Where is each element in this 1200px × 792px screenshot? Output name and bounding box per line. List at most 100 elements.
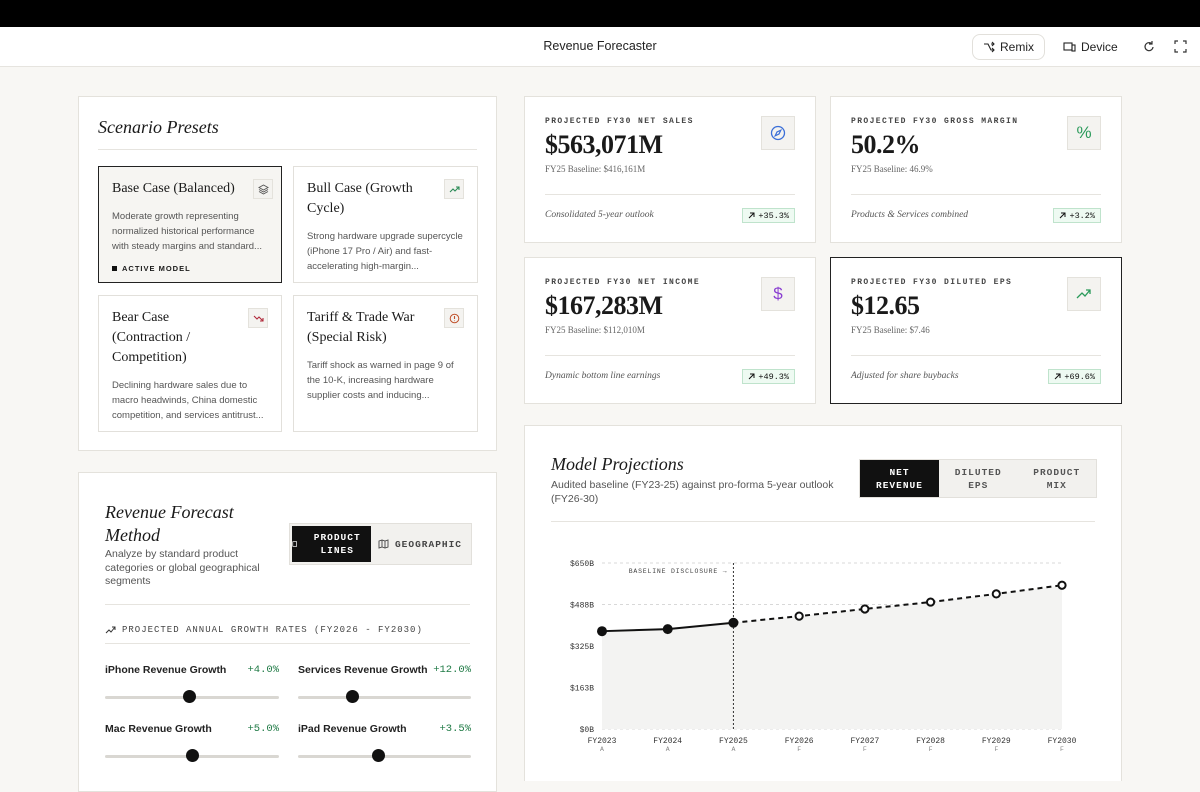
icon-shape bbox=[449, 185, 460, 192]
kpi-card: PROJECTED FY30 NET INCOME $167,283M FY25… bbox=[524, 257, 816, 404]
icon-shape bbox=[378, 539, 389, 549]
divider bbox=[105, 643, 470, 644]
window-bar bbox=[0, 0, 1200, 27]
data-point bbox=[662, 624, 673, 635]
growth-slider[interactable]: Services Revenue Growth +12.0% bbox=[298, 664, 471, 703]
icon-shape bbox=[1144, 41, 1154, 52]
slider-value: +4.0% bbox=[247, 664, 279, 676]
slider-knob[interactable] bbox=[182, 690, 196, 703]
slider-label: Services Revenue Growth bbox=[298, 664, 428, 676]
preset-icon bbox=[248, 308, 268, 328]
x-tick-note: F bbox=[797, 746, 801, 753]
section-description: Analyze by standard product categories o… bbox=[105, 548, 260, 587]
preset-icon bbox=[253, 179, 273, 199]
icon-shape bbox=[253, 315, 264, 322]
active-badge: ACTIVE MODEL bbox=[112, 264, 268, 273]
preset-icon bbox=[444, 179, 464, 199]
refresh-button[interactable] bbox=[1142, 40, 1155, 53]
kpi-label: PROJECTED FY30 DILUTED EPS bbox=[851, 278, 1013, 287]
kpi-note: Consolidated 5-year outlook bbox=[545, 210, 654, 220]
data-point bbox=[597, 626, 607, 637]
toggle-option[interactable]: PRODUCT LINES bbox=[292, 526, 371, 562]
kpi-icon: % bbox=[1067, 116, 1101, 150]
divider bbox=[105, 604, 470, 605]
section-label: PROJECTED ANNUAL GROWTH RATES (FY2026 - … bbox=[122, 625, 423, 635]
divider bbox=[851, 355, 1101, 356]
icon-shape bbox=[449, 185, 460, 192]
fullscreen-button[interactable] bbox=[1174, 40, 1187, 53]
icon-shape bbox=[770, 125, 786, 141]
x-tick-label: FY2027 bbox=[850, 737, 879, 746]
y-tick-label: $163B bbox=[570, 685, 594, 694]
line-chart: $0B $163B $325B $488B $650B BASELINE DISCLOSU… bbox=[570, 560, 1077, 753]
icon-shape bbox=[1055, 373, 1061, 380]
forecast-line bbox=[733, 584, 1063, 624]
kpi-change: +49.3% bbox=[742, 369, 795, 384]
x-tick-note: F bbox=[929, 746, 933, 753]
slider-track bbox=[298, 696, 471, 699]
method-toggle: PRODUCT LINES GEOGRAPHIC bbox=[289, 523, 472, 565]
kpi-icon bbox=[761, 116, 795, 150]
preset-card[interactable]: Bear Case (Contraction / Competition) De… bbox=[98, 295, 282, 432]
icon-shape bbox=[257, 183, 269, 195]
growth-slider[interactable]: Mac Revenue Growth +5.0% bbox=[105, 723, 279, 762]
preset-title: Base Case (Balanced) bbox=[112, 181, 235, 196]
icon-shape bbox=[253, 315, 264, 322]
divider bbox=[545, 355, 795, 356]
x-tick-note: A bbox=[600, 746, 604, 753]
icon-shape bbox=[984, 41, 995, 53]
icon-shape bbox=[1174, 40, 1187, 53]
x-tick-label: FY2029 bbox=[982, 737, 1011, 746]
data-point bbox=[728, 617, 739, 628]
kpi-note: Adjusted for share buybacks bbox=[851, 371, 959, 381]
icon-shape bbox=[257, 183, 269, 195]
kpi-baseline: FY25 Baseline: $7.46 bbox=[851, 325, 930, 335]
data-point bbox=[991, 589, 1001, 599]
app-title: Revenue Forecaster bbox=[543, 39, 657, 53]
slider-knob[interactable] bbox=[371, 749, 385, 762]
toggle-option[interactable]: GEOGRAPHIC bbox=[371, 526, 469, 562]
remix-button[interactable]: Remix bbox=[972, 34, 1046, 60]
data-point bbox=[925, 597, 936, 607]
y-tick-label: $325B bbox=[570, 643, 594, 652]
x-tick-label: FY2030 bbox=[1048, 737, 1077, 746]
icon-shape bbox=[1060, 212, 1066, 219]
icon-shape bbox=[770, 125, 786, 141]
icon-shape bbox=[1071, 44, 1076, 52]
icon-shape bbox=[749, 373, 755, 380]
kpi-card: PROJECTED FY30 GROSS MARGIN 50.2% FY25 B… bbox=[830, 96, 1122, 243]
growth-slider[interactable]: iPhone Revenue Growth +4.0% bbox=[105, 664, 279, 703]
slider-knob[interactable] bbox=[186, 749, 199, 762]
preset-card[interactable]: Bull Case (Growth Cycle) Strong hardware… bbox=[293, 166, 478, 283]
kpi-icon: $ bbox=[761, 277, 795, 311]
chart-tab[interactable]: PRODUCT MIX bbox=[1033, 466, 1081, 491]
section-title: Scenario Presets bbox=[98, 117, 219, 137]
change-value: +49.3% bbox=[758, 371, 789, 382]
preset-card[interactable]: Tariff & Trade War (Special Risk) Tariff… bbox=[293, 295, 478, 432]
growth-slider[interactable]: iPad Revenue Growth +3.5% bbox=[298, 723, 471, 762]
x-tick-note: F bbox=[1060, 746, 1064, 753]
button-label: Device bbox=[1081, 40, 1118, 54]
slider-label: Mac Revenue Growth bbox=[105, 723, 212, 735]
x-tick-label: FY2026 bbox=[785, 737, 814, 746]
preset-card[interactable]: Base Case (Balanced) Moderate growth rep… bbox=[98, 166, 282, 283]
slider-value: +12.0% bbox=[433, 664, 471, 676]
annotation: BASELINE DISCLOSURE → bbox=[629, 568, 728, 575]
change-value: +3.2% bbox=[1069, 210, 1095, 221]
icon-shape bbox=[105, 626, 116, 634]
chart-tab[interactable]: NET REVENUE bbox=[860, 460, 939, 497]
icon-shape bbox=[749, 212, 755, 219]
device-button[interactable]: Device bbox=[1053, 34, 1128, 60]
icon-shape bbox=[1063, 42, 1073, 51]
y-tick-label: $488B bbox=[570, 602, 594, 611]
kpi-label: PROJECTED FY30 NET SALES bbox=[545, 117, 694, 126]
x-tick-label: FY2028 bbox=[916, 737, 945, 746]
preset-icon bbox=[444, 308, 464, 328]
chart-tabs: NET REVENUE DILUTED EPS PRODUCT MIX bbox=[859, 459, 1097, 498]
kpi-value: $167,283M bbox=[545, 291, 663, 320]
y-tick-label: $650B bbox=[570, 560, 594, 569]
slider-knob[interactable] bbox=[345, 690, 359, 703]
kpi-label: PROJECTED FY30 NET INCOME bbox=[545, 278, 701, 287]
button-label: Remix bbox=[1000, 40, 1035, 54]
chart-tab[interactable]: DILUTED EPS bbox=[954, 466, 1002, 491]
